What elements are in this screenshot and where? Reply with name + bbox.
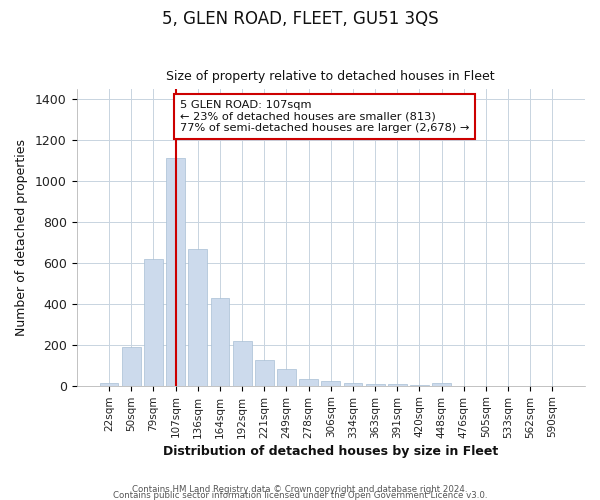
Text: Contains HM Land Registry data © Crown copyright and database right 2024.: Contains HM Land Registry data © Crown c… xyxy=(132,484,468,494)
Bar xyxy=(388,384,407,386)
Text: 5 GLEN ROAD: 107sqm
← 23% of detached houses are smaller (813)
77% of semi-detac: 5 GLEN ROAD: 107sqm ← 23% of detached ho… xyxy=(180,100,469,134)
Text: 5, GLEN ROAD, FLEET, GU51 3QS: 5, GLEN ROAD, FLEET, GU51 3QS xyxy=(161,10,439,28)
Bar xyxy=(432,384,451,386)
Bar xyxy=(233,340,251,386)
Text: Contains public sector information licensed under the Open Government Licence v3: Contains public sector information licen… xyxy=(113,490,487,500)
Bar xyxy=(166,158,185,386)
Title: Size of property relative to detached houses in Fleet: Size of property relative to detached ho… xyxy=(166,70,495,84)
Bar xyxy=(144,259,163,386)
Bar xyxy=(188,248,207,386)
Bar xyxy=(299,378,318,386)
Bar xyxy=(322,380,340,386)
Bar xyxy=(211,298,229,386)
Bar xyxy=(277,370,296,386)
Y-axis label: Number of detached properties: Number of detached properties xyxy=(15,139,28,336)
Bar xyxy=(255,360,274,386)
X-axis label: Distribution of detached houses by size in Fleet: Distribution of detached houses by size … xyxy=(163,444,499,458)
Bar xyxy=(365,384,385,386)
Bar xyxy=(410,384,429,386)
Bar xyxy=(122,347,140,386)
Bar xyxy=(344,382,362,386)
Bar xyxy=(100,382,118,386)
